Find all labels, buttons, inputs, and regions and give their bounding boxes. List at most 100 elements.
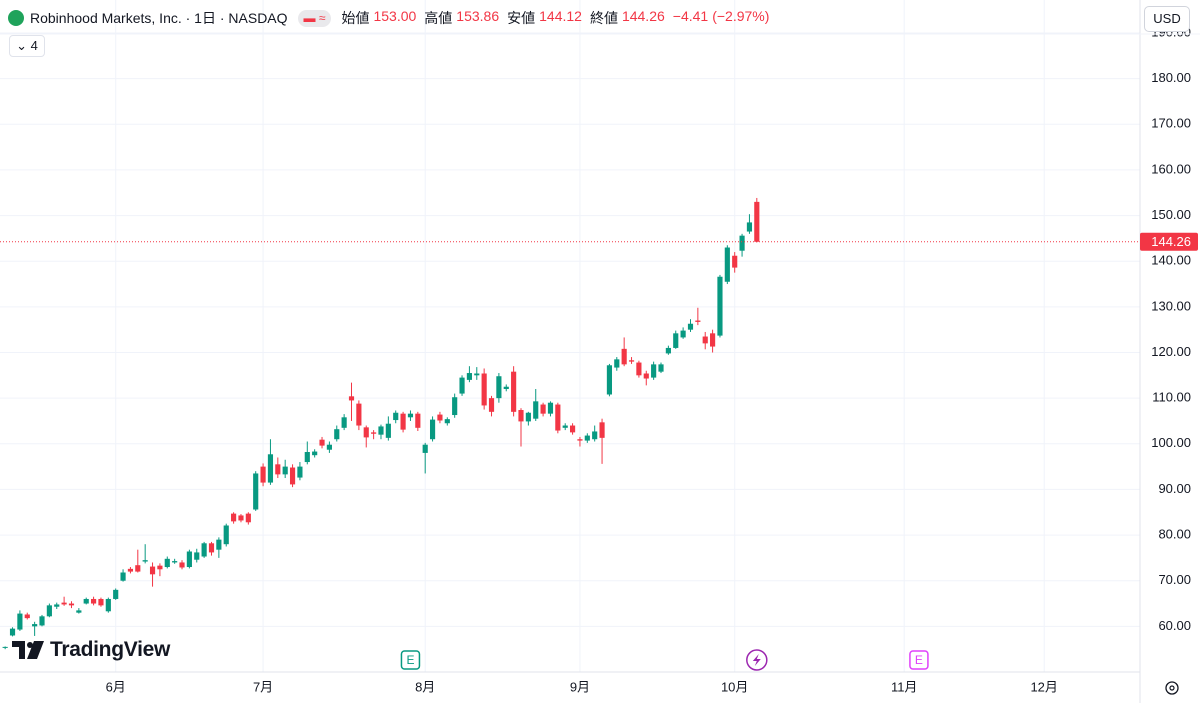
candle-body xyxy=(687,323,694,330)
candle-body xyxy=(245,513,251,523)
candle-body xyxy=(503,386,509,390)
candle-body xyxy=(32,624,38,627)
candle-body xyxy=(621,348,627,365)
candle-body xyxy=(46,605,52,617)
candle-body xyxy=(54,604,60,607)
legend-value: 144.12 xyxy=(539,8,582,24)
candle-body xyxy=(540,404,546,414)
candle-body xyxy=(415,413,421,428)
symbol-title[interactable]: Robinhood Markets, Inc. · 1日 · NASDAQ xyxy=(30,10,288,26)
y-tick-label: 170.00 xyxy=(1151,116,1191,131)
currency-button[interactable]: USD xyxy=(1144,6,1190,32)
candle-body xyxy=(518,410,524,422)
brand-name: TradingView xyxy=(50,638,171,661)
legend-name: 安値 xyxy=(507,10,536,26)
candle-body xyxy=(393,412,399,421)
symbol-logo xyxy=(8,10,24,26)
y-tick-label: 130.00 xyxy=(1151,298,1191,313)
legend-name: 終値 xyxy=(589,10,618,26)
candle-body xyxy=(724,247,730,282)
event-icon xyxy=(752,654,761,666)
candle-body xyxy=(275,464,281,475)
y-tick-label: 140.00 xyxy=(1151,253,1191,268)
indicator-toggle[interactable]: ⌄ 4 xyxy=(9,35,45,57)
brand-logo xyxy=(12,641,44,659)
event-label: E xyxy=(406,653,414,667)
candle-body xyxy=(385,423,391,438)
candle-body xyxy=(437,414,443,421)
indicator-count: 4 xyxy=(30,38,38,53)
candle-body xyxy=(260,466,266,483)
candle-body xyxy=(547,402,554,414)
candle-body xyxy=(481,373,487,406)
y-tick-label: 70.00 xyxy=(1158,572,1191,587)
legend-value: 144.26 xyxy=(621,8,665,24)
candle-body xyxy=(208,543,215,553)
x-tick-label: 11月 xyxy=(891,679,918,694)
candle-body xyxy=(717,276,723,336)
y-tick-label: 160.00 xyxy=(1151,161,1191,176)
x-tick-label: 12月 xyxy=(1030,679,1057,694)
candle-body xyxy=(695,320,701,322)
candle-body xyxy=(186,551,192,568)
candle-body xyxy=(562,425,568,428)
y-tick-label: 120.00 xyxy=(1151,344,1191,359)
candle-body xyxy=(157,565,163,570)
candle-body xyxy=(673,333,679,348)
candle-body xyxy=(334,429,340,440)
candle-body xyxy=(231,513,237,522)
candle-body xyxy=(371,432,377,434)
candle-body xyxy=(253,473,259,510)
candle-body xyxy=(91,598,97,604)
candle-body xyxy=(17,613,23,630)
candle-body xyxy=(555,404,561,431)
settings-button[interactable] xyxy=(1165,681,1179,695)
candle-body xyxy=(599,422,605,438)
candle-body xyxy=(511,371,517,412)
candle-body xyxy=(754,201,760,242)
candle-body xyxy=(39,616,45,626)
candle-body xyxy=(164,558,170,568)
candle-body xyxy=(746,222,753,232)
candle-body xyxy=(105,598,111,612)
candle-body xyxy=(341,417,347,428)
status-pill[interactable]: ▬ ≈ xyxy=(297,9,332,27)
candle-body xyxy=(363,427,369,438)
candle-body xyxy=(135,565,141,572)
candle-body xyxy=(216,539,222,550)
y-tick-label: 100.00 xyxy=(1151,435,1191,450)
candle-body xyxy=(452,397,458,416)
y-tick-label: 180.00 xyxy=(1151,70,1191,85)
last-price-label: 144.26 xyxy=(1151,234,1191,249)
candle-body xyxy=(61,602,67,605)
candle-body xyxy=(400,413,406,430)
candle-body xyxy=(636,362,642,376)
candle-body xyxy=(496,376,502,399)
candle-body xyxy=(304,452,310,463)
candle-body xyxy=(474,373,480,376)
candle-body xyxy=(533,401,539,419)
candle-body xyxy=(407,413,414,418)
candle-body xyxy=(702,336,708,344)
candle-body xyxy=(429,419,436,440)
event-marker xyxy=(400,650,421,670)
candle-body xyxy=(326,444,332,450)
candle-body xyxy=(628,360,635,362)
y-tick-label: 80.00 xyxy=(1158,527,1191,542)
y-tick-label: 150.00 xyxy=(1151,207,1191,222)
candle-body xyxy=(142,560,148,562)
candle-body xyxy=(127,568,134,572)
candle-body xyxy=(267,454,274,483)
candle-body xyxy=(24,614,30,619)
candle-body xyxy=(312,451,318,456)
candle-body xyxy=(680,330,686,338)
legend-value: 153.86 xyxy=(456,8,500,24)
candle-body xyxy=(584,435,590,441)
candle-body xyxy=(297,466,303,478)
candle-body xyxy=(739,235,745,251)
y-tick-label: 90.00 xyxy=(1158,481,1191,496)
x-tick-label: 6月 xyxy=(106,679,126,694)
candle-body xyxy=(570,425,576,433)
candle-body xyxy=(348,396,355,401)
